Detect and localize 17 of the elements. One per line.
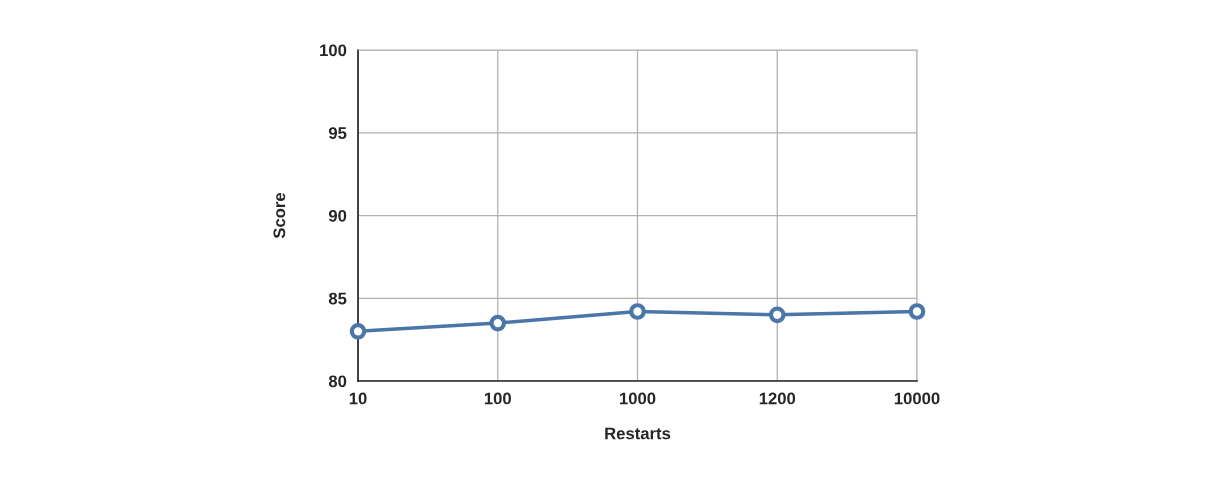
point — [629, 303, 646, 320]
point — [768, 306, 786, 324]
y-tick-label: 95 — [328, 127, 347, 139]
x-tick-label: 10000 — [894, 392, 940, 405]
y-tick-label: 100 — [320, 44, 347, 57]
y-tick-label: 80 — [328, 375, 347, 388]
point — [908, 303, 926, 320]
x-tick-label: 100 — [484, 392, 511, 405]
point — [349, 323, 367, 340]
x-tick-label: 1200 — [759, 392, 796, 405]
y-axis-title: Score — [273, 192, 286, 239]
y-tick-label: 90 — [328, 209, 347, 222]
point — [489, 314, 507, 332]
x-axis-title: Restarts — [605, 427, 671, 440]
y-tick-label: 85 — [328, 292, 347, 305]
x-tick-label: 1000 — [620, 392, 656, 405]
x-tick-label: 10 — [349, 392, 367, 405]
